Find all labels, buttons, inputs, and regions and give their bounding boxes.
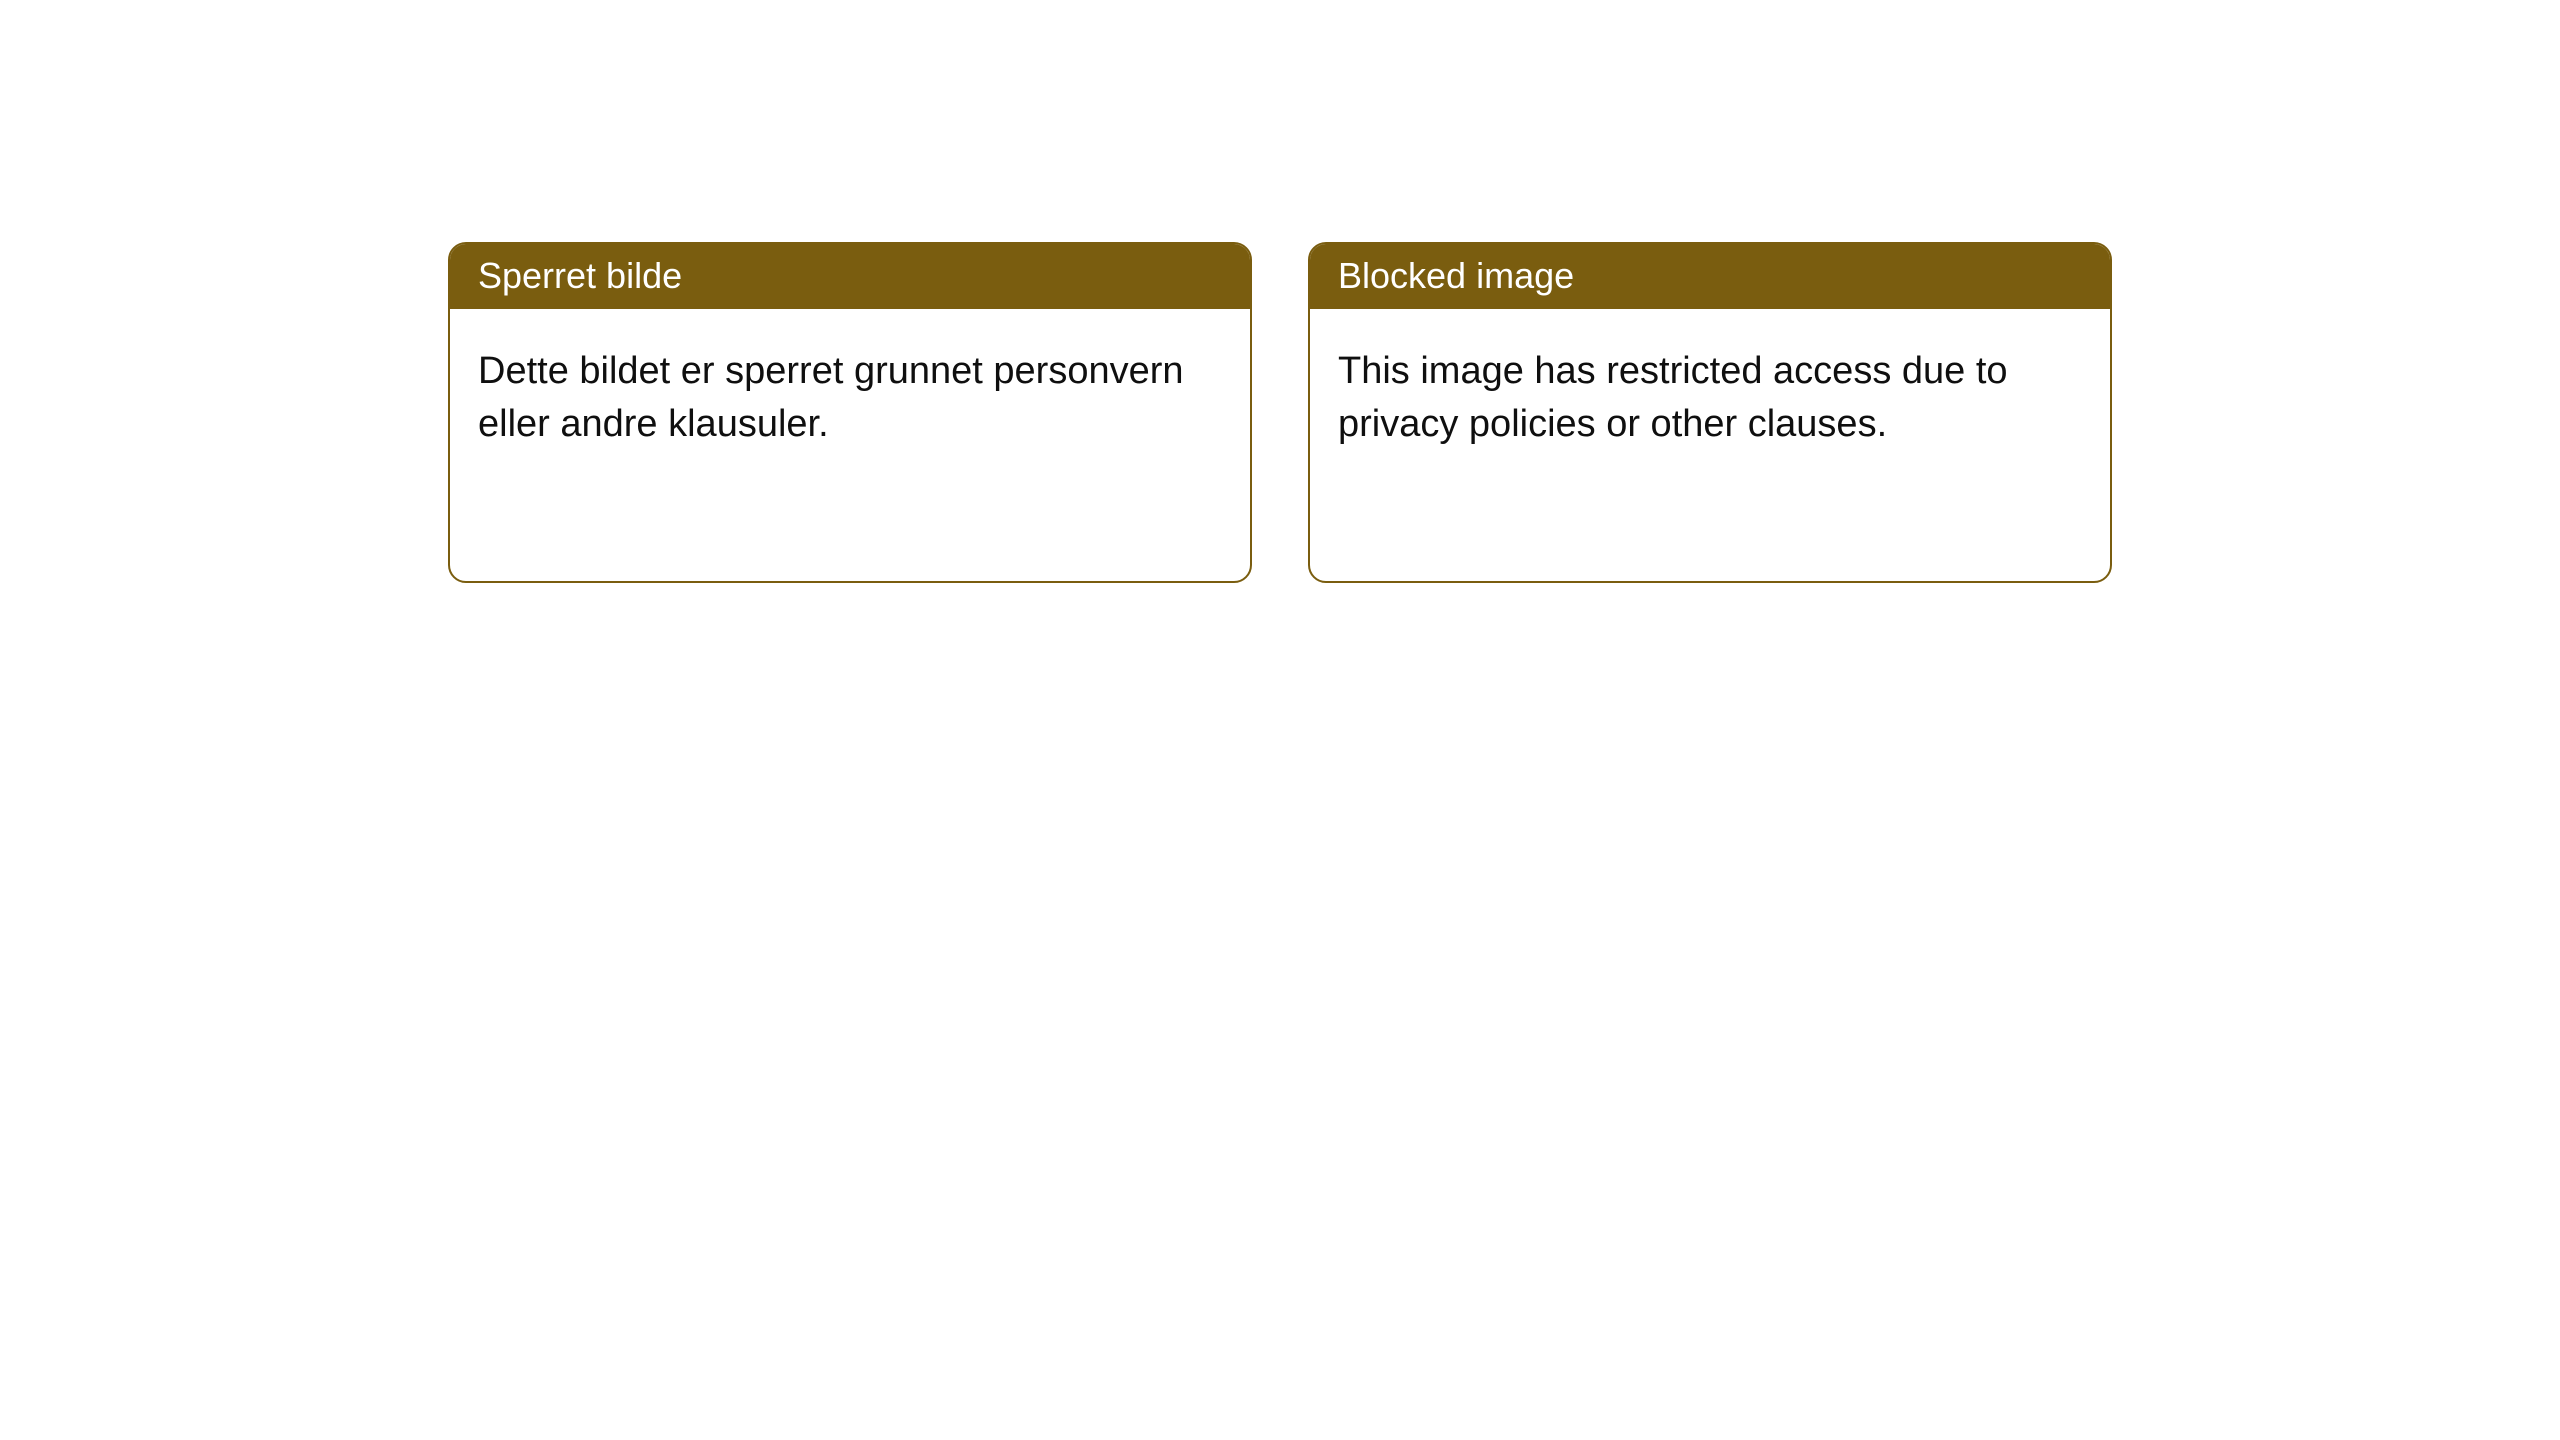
notice-box-english: Blocked image This image has restricted … (1308, 242, 2112, 583)
notice-box-norwegian: Sperret bilde Dette bildet er sperret gr… (448, 242, 1252, 583)
notice-container: Sperret bilde Dette bildet er sperret gr… (0, 0, 2560, 583)
notice-title-english: Blocked image (1310, 244, 2110, 309)
notice-title-norwegian: Sperret bilde (450, 244, 1250, 309)
notice-body-english: This image has restricted access due to … (1310, 309, 2110, 581)
notice-body-norwegian: Dette bildet er sperret grunnet personve… (450, 309, 1250, 581)
